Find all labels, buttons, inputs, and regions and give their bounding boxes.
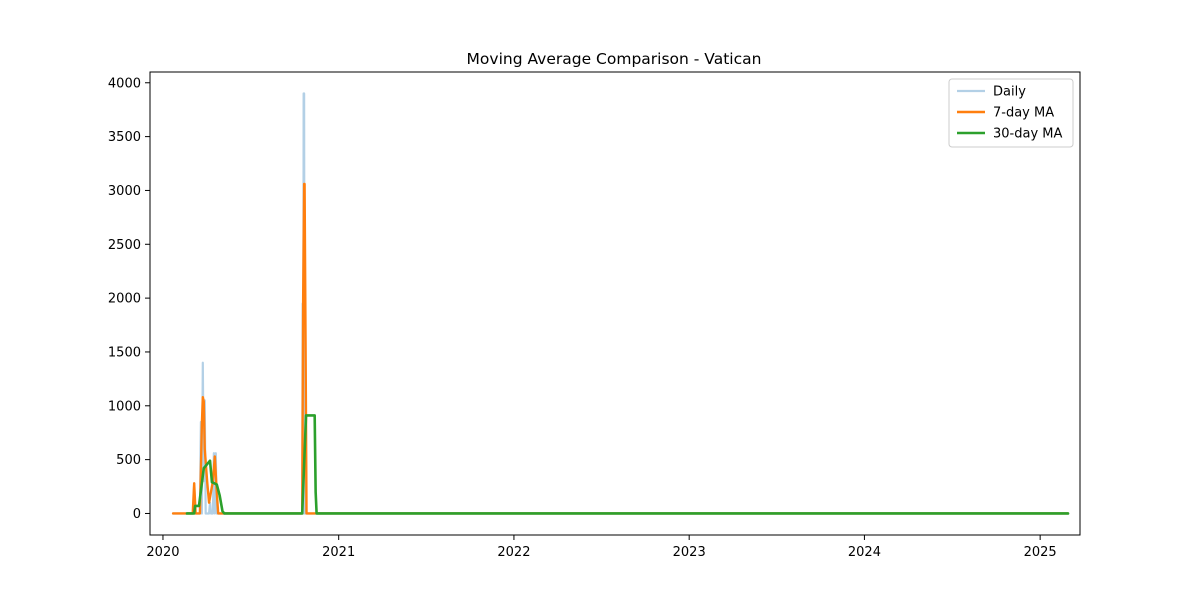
x-tick-label: 2020 (146, 545, 179, 560)
x-tick-label: 2025 (1024, 545, 1057, 560)
x-tick-label: 2023 (673, 545, 706, 560)
x-tick-label: 2022 (497, 545, 530, 560)
y-tick-label: 1000 (108, 399, 141, 414)
plot-frame (149, 71, 1081, 536)
y-tick-label: 2500 (108, 238, 141, 253)
y-tick-label: 3500 (108, 130, 141, 145)
y-axis: 0 500 1000 1500 2000 2500 3000 3500 4000 (108, 76, 150, 522)
legend-box (948, 78, 1074, 148)
x-tick-label: 2024 (848, 545, 881, 560)
legend-label-1: 7-day MA (993, 106, 1054, 121)
legend-label-2: 30-day MA (993, 127, 1062, 142)
y-tick-label: 0 (133, 507, 141, 522)
plot-lines (171, 92, 1070, 515)
x-axis: 2020 2021 2022 2023 2024 2025 (146, 535, 1057, 560)
chart-title: Moving Average Comparison - Vatican (467, 50, 762, 68)
y-tick-label: 4000 (108, 76, 141, 91)
legend-label-0: Daily (993, 85, 1026, 100)
y-tick-label: 3000 (108, 184, 141, 199)
y-tick-label: 1500 (108, 345, 141, 360)
y-tick-label: 500 (116, 453, 141, 468)
series-line-2 (185, 414, 1070, 515)
y-tick-label: 2000 (108, 292, 141, 307)
series-line-1 (171, 182, 1070, 515)
legend: Daily 7-day MA 30-day MA (948, 78, 1074, 148)
x-tick-label: 2021 (322, 545, 355, 560)
